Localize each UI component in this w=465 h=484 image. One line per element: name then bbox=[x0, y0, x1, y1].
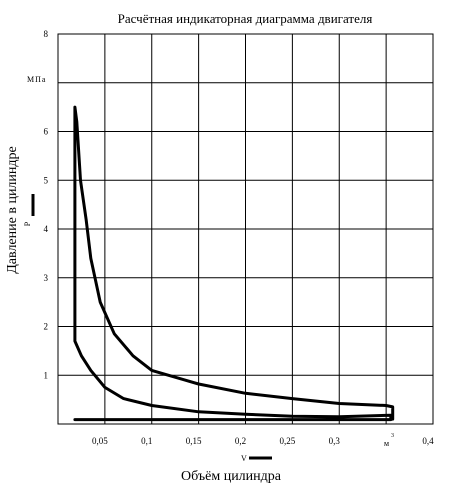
x-tick-label: 0,15 bbox=[186, 436, 202, 446]
grid bbox=[58, 34, 433, 424]
chart-title: Расчётная индикаторная диаграмма двигате… bbox=[118, 11, 373, 26]
y-tick-label: 1 bbox=[44, 370, 49, 380]
y-axis-title: Давление в цилиндре bbox=[5, 146, 20, 274]
y-tick-label: 4 bbox=[44, 224, 49, 234]
y-axis-symbol: P bbox=[23, 221, 32, 226]
x-tick-label: 0,2 bbox=[235, 436, 246, 446]
y-tick-label: 2 bbox=[44, 322, 49, 332]
plot-area-frame bbox=[57, 33, 434, 425]
x-axis-symbol: V bbox=[241, 454, 247, 463]
x-tick-labels: 0,05 0,1 0,15 0,2 0,25 0,3 0,4 bbox=[92, 436, 434, 446]
x-unit-exponent: 3 bbox=[391, 433, 394, 439]
x-axis-title: Объём цилиндра bbox=[181, 469, 282, 484]
y-tick-label: 3 bbox=[44, 273, 49, 283]
x-tick-label: 0,05 bbox=[92, 436, 108, 446]
indicator-cycle-line bbox=[73, 105, 395, 422]
y-tick-labels: 1 2 3 4 5 6 8 bbox=[44, 29, 49, 380]
x-unit-label: м bbox=[384, 439, 389, 448]
x-tick-label: 0,1 bbox=[141, 436, 152, 446]
x-tick-label: 0,3 bbox=[329, 436, 341, 446]
y-tick-label: 6 bbox=[44, 127, 49, 137]
x-tick-label: 0,4 bbox=[422, 436, 434, 446]
y-tick-label: 8 bbox=[44, 29, 49, 39]
y-tick-label: 5 bbox=[44, 175, 49, 185]
x-tick-label: 0,25 bbox=[280, 436, 296, 446]
y-unit-label: МПа bbox=[27, 75, 46, 84]
